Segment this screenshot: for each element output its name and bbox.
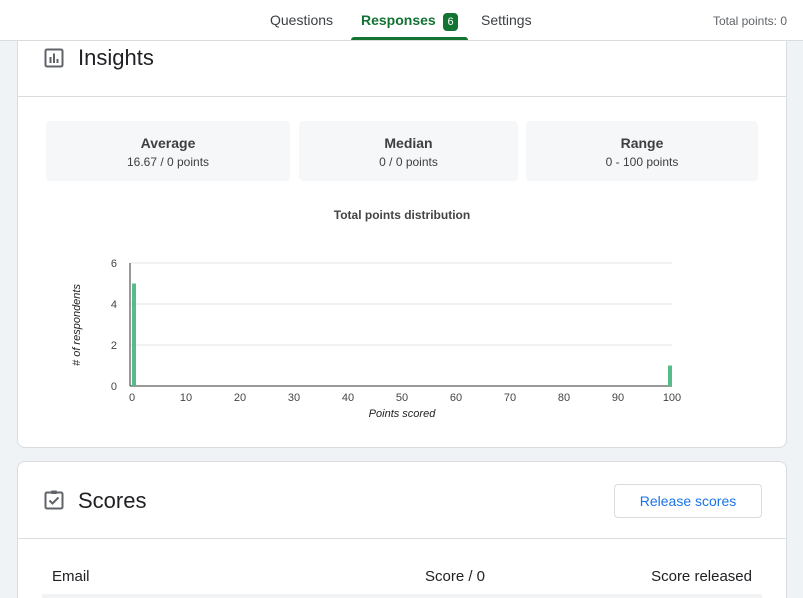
median-value: 0 / 0 points — [379, 155, 438, 169]
x-tick-label: 100 — [663, 392, 681, 404]
scores-title: Scores — [78, 488, 147, 513]
assignment-check-icon — [44, 490, 64, 510]
responses-count-badge: 6 — [443, 13, 458, 31]
insights-card: Insights Average 16.67 / 0 points Median… — [17, 8, 787, 448]
top-tab-bar: Questions Responses 6 Settings Total poi… — [0, 0, 803, 41]
median-label: Median — [384, 135, 433, 151]
x-tick-label: 10 — [180, 392, 192, 404]
scores-header: Scores Release scores — [18, 462, 786, 539]
range-stat: Range 0 - 100 points — [526, 121, 758, 181]
range-value: 0 - 100 points — [605, 155, 679, 169]
bar-chart-icon — [44, 48, 64, 68]
active-tab-indicator — [351, 37, 468, 40]
tab-settings[interactable]: Settings — [481, 12, 532, 28]
scores-card: Scores Release scores Email Score / 0 Sc… — [17, 461, 787, 598]
email-column-header[interactable]: Email — [52, 568, 90, 585]
y-tick-label: 6 — [111, 258, 117, 270]
chart-bar — [668, 365, 672, 386]
table-row — [42, 594, 762, 598]
y-tick-label: 2 — [111, 340, 117, 352]
y-axis-label: # of respondents — [71, 284, 83, 366]
x-axis-label: Points scored — [369, 408, 437, 420]
x-tick-label: 20 — [234, 392, 246, 404]
x-tick-label: 40 — [342, 392, 354, 404]
x-tick-label: 80 — [558, 392, 570, 404]
insights-header: Insights — [18, 9, 786, 97]
insights-title: Insights — [78, 45, 154, 70]
chart-title: Total points distribution — [333, 208, 471, 222]
chart-bar — [132, 283, 136, 386]
score-released-column-header[interactable]: Score released — [651, 568, 752, 585]
x-tick-label: 30 — [288, 392, 300, 404]
x-tick-label: 70 — [504, 392, 516, 404]
x-tick-label: 90 — [612, 392, 624, 404]
average-label: Average — [140, 135, 196, 151]
average-value: 16.67 / 0 points — [126, 155, 210, 169]
x-tick-label: 60 — [450, 392, 462, 404]
release-scores-button[interactable]: Release scores — [614, 484, 762, 518]
range-label: Range — [620, 135, 664, 151]
y-tick-label: 0 — [111, 381, 117, 393]
total-points-label: Total points: 0 — [712, 14, 787, 28]
tab-responses[interactable]: Responses — [361, 12, 436, 28]
y-tick-label: 4 — [111, 299, 117, 311]
x-tick-label: 0 — [129, 392, 135, 404]
score-column-header[interactable]: Score / 0 — [425, 568, 486, 585]
average-stat: Average 16.67 / 0 points — [46, 121, 290, 181]
tab-questions[interactable]: Questions — [270, 12, 334, 28]
median-stat: Median 0 / 0 points — [299, 121, 518, 181]
x-tick-label: 50 — [396, 392, 408, 404]
